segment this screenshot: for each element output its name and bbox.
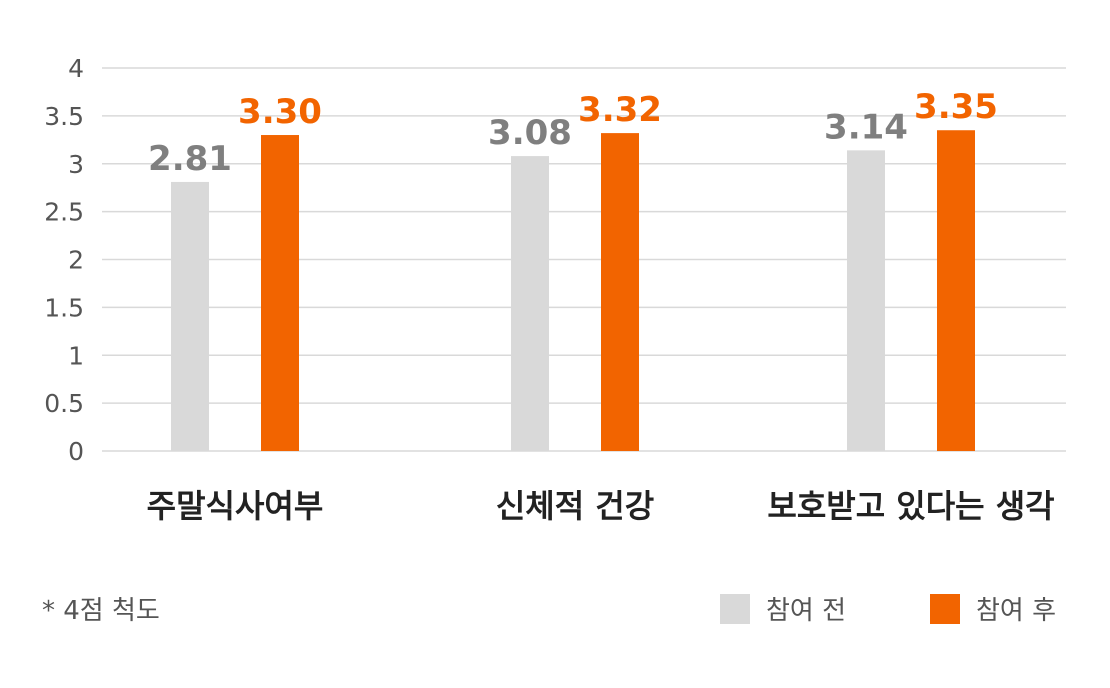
legend-label-before: 참여 전 — [766, 596, 847, 626]
legend-item-after: 참여 후 — [930, 590, 1056, 627]
x-category-label: 주말식사여부 — [147, 487, 324, 525]
bar-before — [847, 150, 885, 451]
y-tick-label: 1.5 — [44, 293, 84, 322]
data-label: 3.30 — [238, 92, 322, 132]
y-tick-label: 4 — [68, 54, 84, 83]
y-tick-label: 0 — [68, 437, 84, 466]
legend-item-before: 참여 전 — [720, 590, 846, 627]
data-labels: 2.81 3.08 3.14 3.30 3.32 3.35 — [148, 87, 998, 179]
data-label: 3.32 — [578, 90, 662, 130]
legend-swatch-after — [930, 593, 960, 624]
bar-after — [937, 130, 975, 452]
legend-label-after: 참여 후 — [976, 596, 1057, 626]
data-label: 3.08 — [488, 113, 572, 153]
legend-swatch-before — [720, 593, 750, 624]
bar-chart: 0 0.5 1 1.5 2 2.5 3 3.5 4 2.81 3.08 3.14 3.30 3.32 3.… — [44, 54, 1066, 525]
bar-before — [511, 156, 549, 451]
x-axis-categories: 주말식사여부 신체적 건강 보호받고 있다는 생각 — [147, 487, 1055, 525]
bar-after — [601, 133, 639, 452]
y-tick-label: 3 — [68, 150, 84, 179]
data-label: 3.14 — [824, 107, 908, 147]
y-tick-label: 1 — [68, 341, 84, 370]
scale-note: * 4점 척도 — [42, 596, 160, 626]
data-label: 3.35 — [914, 87, 998, 127]
y-tick-label: 3.5 — [44, 102, 84, 131]
x-category-label: 신체적 건강 — [496, 487, 654, 525]
bars — [171, 130, 975, 452]
data-label: 2.81 — [148, 139, 232, 179]
bar-before — [171, 181, 209, 451]
x-category-label: 보호받고 있다는 생각 — [767, 487, 1054, 525]
y-tick-label: 2 — [68, 246, 84, 275]
y-axis-ticks: 0 0.5 1 1.5 2 2.5 3 3.5 4 — [44, 54, 84, 466]
bar-after — [261, 135, 299, 451]
y-tick-label: 2.5 — [44, 198, 84, 227]
y-tick-label: 0.5 — [44, 389, 84, 418]
